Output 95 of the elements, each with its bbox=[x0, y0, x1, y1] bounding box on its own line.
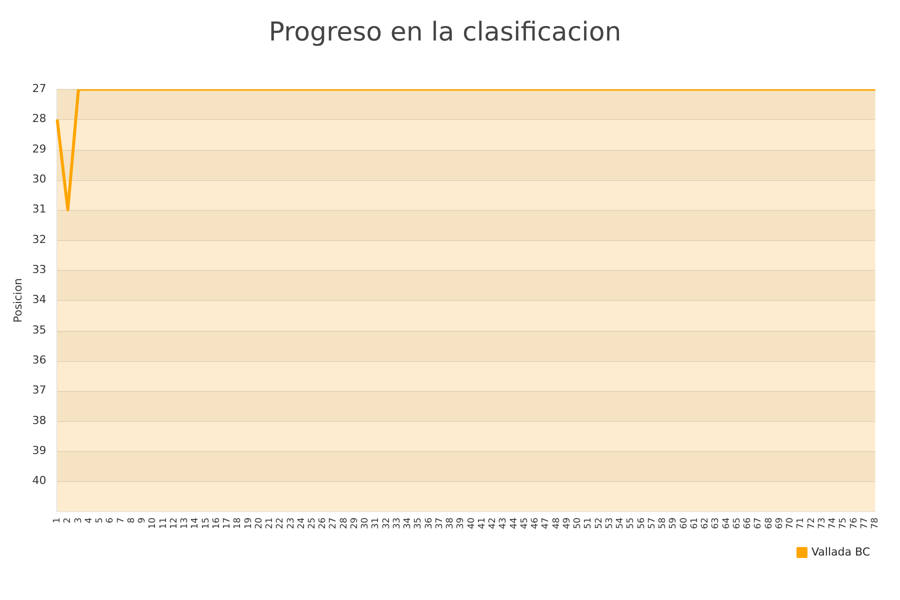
x-tick-label: 28 bbox=[339, 517, 350, 529]
x-tick-label: 21 bbox=[265, 518, 276, 529]
x-tick-label: 67 bbox=[754, 518, 764, 529]
x-tick-label: 78 bbox=[870, 517, 881, 529]
x-tick-label: 61 bbox=[690, 518, 700, 529]
y-tick-label: 31 bbox=[32, 202, 46, 216]
x-tick-label: 32 bbox=[382, 518, 392, 529]
x-tick-label: 43 bbox=[498, 518, 509, 529]
x-tick-label: 50 bbox=[573, 517, 584, 529]
x-tick-label: 34 bbox=[403, 517, 414, 529]
x-tick-label: 24 bbox=[296, 517, 307, 529]
y-tick-label: 36 bbox=[32, 354, 46, 367]
y-tick-label: 33 bbox=[32, 263, 46, 276]
y-tick-label: 34 bbox=[32, 293, 46, 306]
x-tick-label: 1 bbox=[52, 518, 63, 524]
x-tick-label: 74 bbox=[828, 517, 838, 529]
y-tick-label: 28 bbox=[32, 112, 46, 126]
x-tick-label: 62 bbox=[700, 518, 711, 529]
y-tick-label: 38 bbox=[32, 414, 46, 427]
x-tick-label: 59 bbox=[668, 517, 679, 529]
x-tick-label: 60 bbox=[679, 517, 690, 529]
x-tick-label: 51 bbox=[584, 518, 594, 529]
x-tick-label: 71 bbox=[796, 518, 806, 529]
x-tick-label: 63 bbox=[711, 518, 722, 529]
x-tick-label: 8 bbox=[126, 517, 137, 524]
x-tick-label: 65 bbox=[732, 518, 742, 529]
x-tick-label: 2 bbox=[63, 518, 74, 524]
x-tick-label: 27 bbox=[328, 518, 339, 529]
x-tick-label: 46 bbox=[530, 517, 541, 529]
x-tick-label: 9 bbox=[138, 517, 148, 524]
x-tick-label: 48 bbox=[552, 517, 562, 529]
x-tick-label: 77 bbox=[860, 518, 870, 529]
x-tick-label: 12 bbox=[169, 518, 180, 529]
x-tick-label: 42 bbox=[488, 518, 498, 529]
legend-label: Vallada BC bbox=[811, 545, 870, 558]
x-tick-label: 16 bbox=[212, 517, 222, 529]
x-tick-label: 40 bbox=[466, 517, 477, 529]
x-tick-label: 69 bbox=[774, 517, 785, 529]
x-tick-label: 10 bbox=[148, 517, 158, 529]
x-tick-label: 55 bbox=[626, 518, 636, 529]
x-tick-label: 20 bbox=[254, 517, 264, 529]
x-tick-label: 13 bbox=[180, 518, 190, 529]
x-tick-label: 6 bbox=[106, 517, 116, 524]
x-tick-label: 23 bbox=[286, 518, 296, 529]
x-tick-label: 57 bbox=[647, 518, 658, 529]
x-tick-label: 7 bbox=[116, 518, 126, 524]
x-tick-label: 47 bbox=[541, 518, 552, 529]
x-tick-label: 22 bbox=[276, 518, 286, 529]
x-tick-label: 58 bbox=[658, 517, 668, 529]
x-tick-label: 3 bbox=[74, 518, 84, 524]
x-tick-label: 45 bbox=[520, 518, 530, 529]
x-tick-label: 64 bbox=[722, 517, 732, 529]
x-tick-label: 30 bbox=[360, 517, 371, 529]
y-tick-label: 35 bbox=[32, 323, 46, 336]
y-tick-label: 29 bbox=[32, 142, 46, 156]
y-tick-label: 40 bbox=[32, 474, 46, 488]
x-tick-label: 72 bbox=[806, 518, 817, 529]
x-tick-label: 25 bbox=[308, 518, 318, 529]
chart-title: Progreso en la clasificacion bbox=[268, 17, 622, 48]
x-tick-label: 29 bbox=[350, 517, 360, 529]
x-tick-label: 53 bbox=[604, 518, 615, 529]
x-tick-label: 35 bbox=[414, 518, 424, 529]
x-tick-label: 44 bbox=[509, 517, 520, 529]
x-tick-label: 76 bbox=[849, 517, 860, 529]
x-tick-label: 68 bbox=[764, 517, 774, 529]
y-tick-label: 39 bbox=[32, 444, 46, 458]
x-tick-label: 17 bbox=[222, 518, 233, 529]
x-tick-label: 52 bbox=[594, 518, 604, 529]
x-tick-label: 11 bbox=[158, 518, 169, 529]
y-tick-label: 37 bbox=[32, 384, 46, 397]
x-tick-label: 18 bbox=[233, 517, 244, 529]
x-tick-label: 41 bbox=[477, 518, 488, 529]
x-tick-label: 4 bbox=[84, 517, 94, 524]
x-tick-label: 38 bbox=[446, 517, 456, 529]
x-tick-label: 31 bbox=[371, 518, 382, 529]
y-tick-label: 30 bbox=[32, 172, 46, 186]
y-tick-label: 32 bbox=[32, 232, 46, 246]
x-tick-label: 15 bbox=[201, 518, 212, 529]
x-tick-label: 73 bbox=[817, 518, 828, 529]
x-tick-label: 37 bbox=[434, 518, 445, 529]
x-tick-label: 56 bbox=[636, 517, 647, 529]
x-tick-label: 70 bbox=[786, 517, 796, 529]
x-tick-label: 54 bbox=[616, 517, 626, 529]
x-tick-label: 36 bbox=[424, 517, 434, 529]
x-tick-label: 33 bbox=[392, 518, 402, 529]
x-tick-label: 39 bbox=[456, 517, 466, 529]
x-tick-label: 49 bbox=[562, 517, 572, 529]
y-axis-title: Posicion bbox=[11, 278, 24, 323]
x-tick-label: 5 bbox=[95, 518, 106, 524]
x-tick-label: 14 bbox=[190, 517, 201, 529]
x-tick-label: 75 bbox=[838, 518, 849, 529]
x-tick-label: 26 bbox=[318, 517, 328, 529]
x-tick-label: 19 bbox=[244, 517, 254, 529]
y-tick-label: 27 bbox=[32, 82, 46, 96]
x-tick-label: 66 bbox=[743, 517, 754, 529]
